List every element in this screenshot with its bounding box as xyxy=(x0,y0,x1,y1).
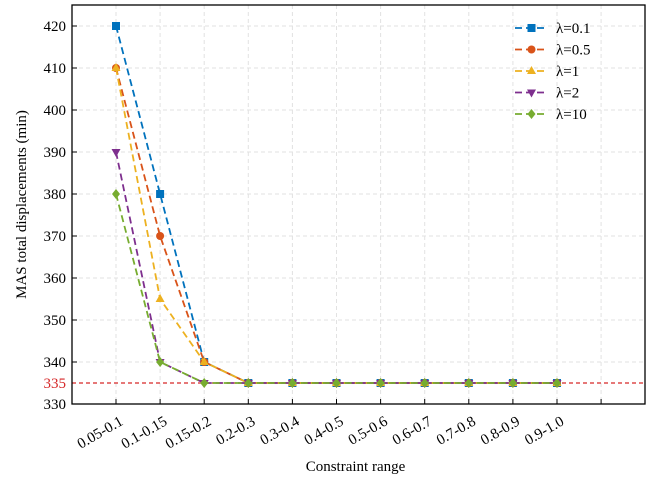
x-tick-label: 0.5-0.6 xyxy=(346,413,391,448)
data-point xyxy=(156,190,165,198)
data-point xyxy=(420,378,429,388)
legend-label: λ=1 xyxy=(556,64,579,80)
y-tick-label: 390 xyxy=(44,145,67,161)
series-4 xyxy=(111,149,562,388)
plot-frame xyxy=(71,4,646,405)
x-axis-label: Constraint range xyxy=(306,459,406,475)
x-axis-ticks: 0.05-0.10.1-0.150.15-0.2 0.2-0.3 0.3-0.4 0.… xyxy=(75,399,602,453)
data-point xyxy=(464,378,473,388)
x-tick-label: 0.15-0.2 xyxy=(163,414,214,453)
x-tick-label: 0.3-0.4 xyxy=(258,413,303,448)
y-tick-label: 350 xyxy=(44,313,67,329)
legend-entry: λ=1 xyxy=(515,64,579,80)
data-point xyxy=(112,22,120,30)
y-tick-label: 400 xyxy=(44,103,67,119)
x-tick-label: 0.6-0.7 xyxy=(390,413,435,448)
x-tick-label: 0.1-0.15 xyxy=(119,414,170,453)
series-group xyxy=(111,22,562,388)
y-tick-label: 380 xyxy=(44,187,67,203)
legend-marker xyxy=(527,89,536,98)
data-point xyxy=(244,378,253,388)
legend-entry: λ=0.1 xyxy=(515,21,590,37)
legend-entry: λ=10 xyxy=(515,107,587,123)
legend-label: λ=0.5 xyxy=(556,43,590,59)
legend-entry: λ=2 xyxy=(515,86,579,102)
legend-marker xyxy=(527,109,536,119)
y-tick-label: 410 xyxy=(44,61,67,77)
data-point xyxy=(155,294,165,302)
data-point xyxy=(112,189,120,199)
data-point xyxy=(199,357,209,365)
data-point xyxy=(376,378,385,388)
x-tick-label: 0.05-0.1 xyxy=(75,414,126,453)
legend-marker xyxy=(527,66,536,74)
y-axis-ticks: 330 340 350 360 370 380 390 400 410 420 xyxy=(44,19,77,413)
legend-label: λ=0.1 xyxy=(556,21,590,37)
x-tick-label: 0.4-0.5 xyxy=(302,414,347,449)
y-axis-label: MAS total displacements (min) xyxy=(14,110,30,299)
data-point xyxy=(332,378,341,388)
data-point xyxy=(111,63,121,71)
x-tick-label: 0.8-0.9 xyxy=(478,414,523,449)
legend-marker xyxy=(527,45,536,54)
grid xyxy=(72,5,645,405)
legend-label: λ=10 xyxy=(556,107,587,123)
x-tick-label: 0.9-1.0 xyxy=(522,414,567,449)
y-tick-label: 420 xyxy=(44,19,67,35)
data-point xyxy=(288,378,297,388)
legend-entry: λ=0.5 xyxy=(515,43,590,59)
reference-line-label: 335 xyxy=(44,376,67,392)
data-point xyxy=(200,378,209,388)
data-point xyxy=(508,378,517,388)
x-tick-label: 0.7-0.8 xyxy=(434,414,479,449)
x-tick-label: 0.2-0.3 xyxy=(213,414,258,449)
data-point xyxy=(156,357,165,367)
y-tick-label: 330 xyxy=(44,397,67,413)
y-tick-label: 340 xyxy=(44,355,67,371)
legend: λ=0.1 λ=0.5 λ=1 λ=2 λ=10 xyxy=(515,21,590,123)
legend-marker xyxy=(527,24,536,32)
y-tick-label: 370 xyxy=(44,229,67,245)
legend-label: λ=2 xyxy=(556,86,579,102)
y-tick-label: 360 xyxy=(44,271,67,287)
series-5 xyxy=(112,189,561,388)
data-point xyxy=(553,378,561,388)
data-point xyxy=(111,149,121,157)
data-point xyxy=(156,232,165,240)
